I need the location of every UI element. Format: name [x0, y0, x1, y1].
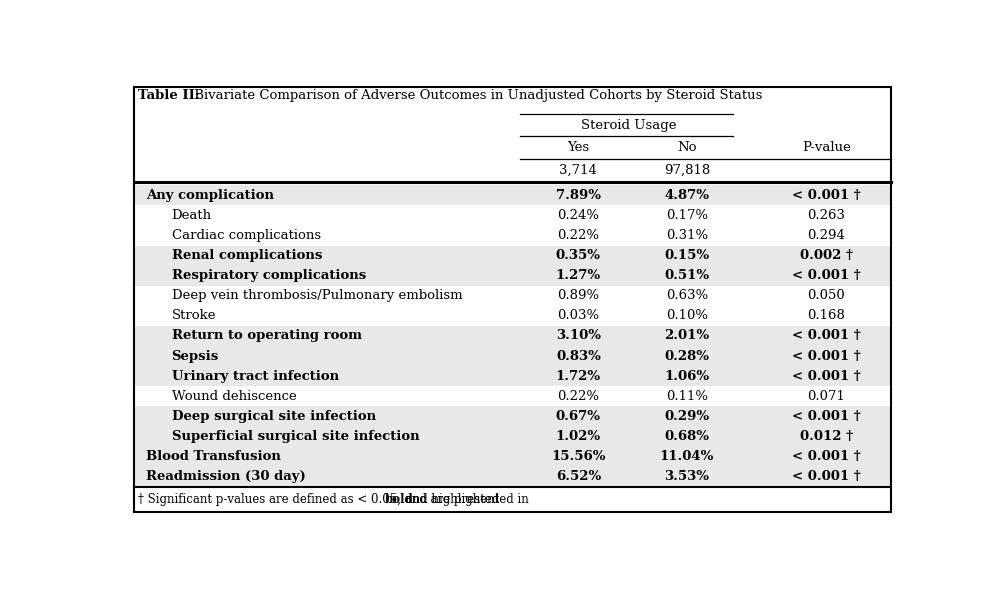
Text: 0.31%: 0.31%: [666, 229, 708, 242]
Text: 0.168: 0.168: [807, 310, 845, 323]
Text: Readmission (30 day): Readmission (30 day): [146, 470, 306, 483]
Bar: [134, 266, 891, 286]
Text: Stroke: Stroke: [172, 310, 216, 323]
Bar: [134, 406, 891, 426]
Text: 0.24%: 0.24%: [557, 209, 599, 222]
Text: Return to operating room: Return to operating room: [172, 330, 362, 343]
Text: 0.263: 0.263: [807, 209, 845, 222]
Text: < 0.001 †: < 0.001 †: [792, 369, 861, 382]
Text: 0.15%: 0.15%: [664, 249, 709, 262]
Text: < 0.001 †: < 0.001 †: [792, 470, 861, 483]
Bar: [134, 186, 891, 205]
Text: < 0.001 †: < 0.001 †: [792, 269, 861, 282]
Text: 7.89%: 7.89%: [556, 189, 601, 202]
Text: † Significant p-values are defined as < 0.05, and are presented in: † Significant p-values are defined as < …: [138, 493, 533, 506]
Text: Any complication: Any complication: [146, 189, 274, 202]
Text: 11.04%: 11.04%: [660, 450, 714, 463]
Text: Sepsis: Sepsis: [172, 350, 219, 362]
Bar: [134, 447, 891, 467]
Text: P-value: P-value: [802, 141, 851, 154]
Text: < 0.001 †: < 0.001 †: [792, 350, 861, 362]
Text: 1.02%: 1.02%: [556, 430, 601, 443]
Text: Renal complications: Renal complications: [172, 249, 322, 262]
Text: Bivariate Comparison of Adverse Outcomes in Unadjusted Cohorts by Steroid Status: Bivariate Comparison of Adverse Outcomes…: [190, 90, 762, 103]
Text: 0.89%: 0.89%: [557, 289, 599, 302]
Text: 0.63%: 0.63%: [666, 289, 708, 302]
Bar: [134, 246, 891, 266]
Text: Yes: Yes: [567, 141, 589, 154]
Text: 0.11%: 0.11%: [666, 390, 708, 403]
Text: 6.52%: 6.52%: [556, 470, 601, 483]
Text: 0.071: 0.071: [807, 390, 845, 403]
Text: 0.68%: 0.68%: [664, 430, 709, 443]
Bar: [134, 346, 891, 366]
Text: Deep vein thrombosis/Pulmonary embolism: Deep vein thrombosis/Pulmonary embolism: [172, 289, 462, 302]
Text: Deep surgical site infection: Deep surgical site infection: [172, 410, 376, 423]
Text: < 0.001 †: < 0.001 †: [792, 450, 861, 463]
Text: 0.294: 0.294: [807, 229, 845, 242]
Text: 0.03%: 0.03%: [557, 310, 599, 323]
Text: 1.27%: 1.27%: [556, 269, 601, 282]
Text: Steroid Usage: Steroid Usage: [581, 119, 676, 132]
Text: 0.67%: 0.67%: [556, 410, 601, 423]
Text: bold: bold: [385, 493, 414, 506]
Text: < 0.001 †: < 0.001 †: [792, 410, 861, 423]
Text: Superficial surgical site infection: Superficial surgical site infection: [172, 430, 419, 443]
Text: Wound dehiscence: Wound dehiscence: [172, 390, 296, 403]
Text: 3.53%: 3.53%: [664, 470, 709, 483]
Text: 0.29%: 0.29%: [664, 410, 709, 423]
Text: 2.01%: 2.01%: [664, 330, 709, 343]
Text: 0.012 †: 0.012 †: [800, 430, 853, 443]
Text: No: No: [677, 141, 697, 154]
Bar: [134, 366, 891, 386]
Text: 0.22%: 0.22%: [557, 229, 599, 242]
Text: Blood Transfusion: Blood Transfusion: [146, 450, 281, 463]
Text: Cardiac complications: Cardiac complications: [172, 229, 321, 242]
Bar: [134, 326, 891, 346]
Text: Respiratory complications: Respiratory complications: [172, 269, 366, 282]
Text: < 0.001 †: < 0.001 †: [792, 189, 861, 202]
Text: 3,714: 3,714: [559, 164, 597, 177]
Text: 0.35%: 0.35%: [556, 249, 601, 262]
Text: 15.56%: 15.56%: [551, 450, 606, 463]
Text: 4.87%: 4.87%: [664, 189, 709, 202]
Bar: [134, 426, 891, 447]
Text: 0.10%: 0.10%: [666, 310, 708, 323]
Text: Urinary tract infection: Urinary tract infection: [172, 369, 339, 382]
Text: 1.72%: 1.72%: [556, 369, 601, 382]
Text: 0.22%: 0.22%: [557, 390, 599, 403]
Text: and highlighted: and highlighted: [402, 493, 499, 506]
Text: 97,818: 97,818: [664, 164, 710, 177]
Text: 0.050: 0.050: [808, 289, 845, 302]
Text: Death: Death: [172, 209, 212, 222]
Text: 0.17%: 0.17%: [666, 209, 708, 222]
Text: 0.83%: 0.83%: [556, 350, 601, 362]
Text: 0.28%: 0.28%: [664, 350, 709, 362]
Text: 0.51%: 0.51%: [664, 269, 709, 282]
Text: 0.002 †: 0.002 †: [800, 249, 853, 262]
Text: < 0.001 †: < 0.001 †: [792, 330, 861, 343]
Text: 3.10%: 3.10%: [556, 330, 601, 343]
Text: Table II:: Table II:: [138, 90, 200, 103]
Bar: [134, 467, 891, 487]
Text: 1.06%: 1.06%: [664, 369, 709, 382]
